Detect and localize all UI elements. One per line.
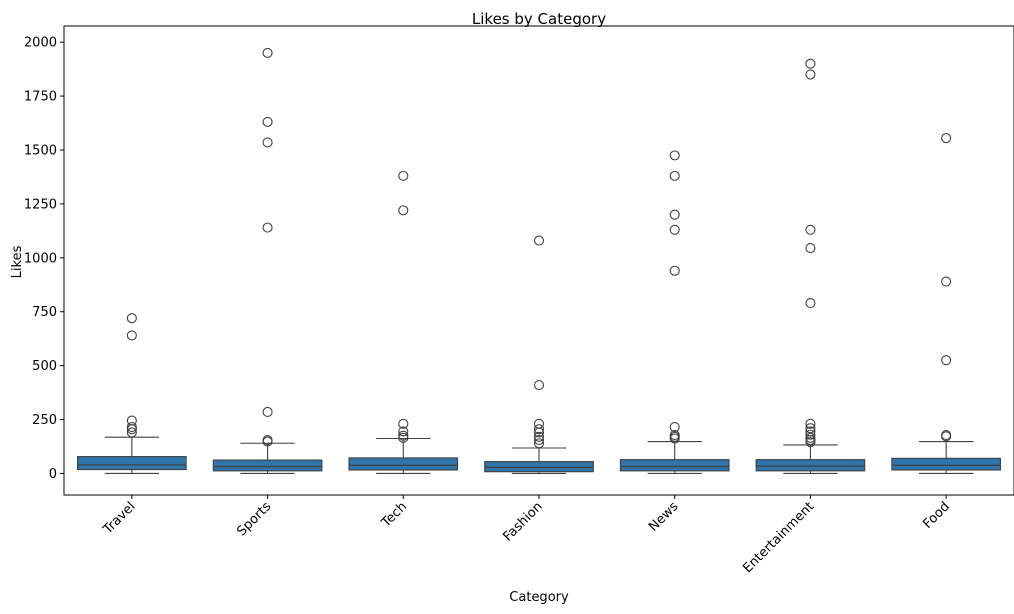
outlier-point	[669, 422, 680, 433]
outlier-point	[533, 431, 545, 442]
x-tick-label: Entertainment	[740, 499, 817, 576]
x-tick-label: Tech	[378, 499, 410, 531]
outlier-point	[126, 415, 137, 426]
outlier-point	[669, 170, 680, 181]
outlier-point	[398, 426, 409, 437]
outlier-point	[262, 137, 273, 148]
outlier-point	[398, 205, 409, 216]
outlier-point	[669, 209, 680, 220]
box-group-tech	[348, 170, 459, 474]
outlier-point	[805, 423, 816, 434]
x-tick-label: Sports	[234, 499, 274, 539]
y-tick-label: 2000	[24, 36, 57, 51]
iqr-box	[348, 457, 459, 471]
outlier-point	[533, 438, 545, 449]
outlier-point	[533, 418, 545, 429]
outlier-point	[805, 69, 816, 80]
outlier-point	[941, 276, 952, 287]
y-tick-label: 750	[32, 305, 57, 320]
outlier-point	[941, 430, 952, 441]
boxes-layer	[77, 47, 1001, 474]
outlier-point	[126, 330, 137, 341]
y-tick-label: 1000	[24, 251, 57, 266]
chart-title: Likes by Category	[472, 10, 606, 28]
iqr-box	[755, 459, 866, 472]
outlier-point	[398, 430, 409, 441]
box-group-fashion	[484, 235, 594, 474]
outlier-point	[805, 243, 816, 254]
iqr-box	[77, 456, 187, 471]
box-group-sports	[212, 47, 323, 474]
y-tick-label: 500	[32, 359, 57, 374]
outlier-point	[126, 422, 137, 433]
y-axis: 0 250 500 750 1000 1250 1500 1750 2000	[24, 36, 64, 482]
x-axis: Travel Sports Tech Fashion News Entertainment…	[100, 495, 953, 576]
x-tick-label: Travel	[100, 499, 139, 538]
y-tick-label: 1250	[24, 197, 57, 212]
box-group-travel	[77, 313, 187, 474]
y-axis-label: Likes	[10, 245, 25, 278]
box-group-food	[891, 133, 1001, 474]
iqr-box	[484, 461, 594, 473]
y-tick-label: 1750	[24, 90, 57, 105]
outlier-point	[805, 432, 816, 443]
box-group-entertainment	[755, 58, 866, 474]
outlier-point	[805, 298, 816, 309]
outlier-point	[126, 313, 137, 324]
outlier-point	[533, 434, 545, 446]
outlier-point	[669, 430, 680, 441]
outlier-point	[669, 224, 680, 235]
outlier-point	[805, 426, 816, 437]
outlier-point	[941, 133, 952, 144]
outlier-point	[398, 418, 409, 429]
box-group-news	[619, 150, 730, 474]
outlier-point	[262, 116, 273, 128]
outlier-point	[669, 150, 680, 161]
x-tick-label: Food	[920, 499, 953, 532]
outlier-point	[805, 224, 816, 235]
iqr-box	[212, 459, 323, 472]
outlier-point	[669, 265, 680, 276]
y-tick-label: 1500	[24, 143, 57, 158]
outlier-point	[805, 58, 816, 69]
outlier-point	[533, 424, 545, 435]
outlier-point	[805, 418, 816, 429]
outlier-point	[533, 235, 545, 246]
outlier-point	[533, 379, 545, 391]
x-axis-label: Category	[509, 590, 569, 605]
outlier-point	[262, 47, 273, 59]
outlier-point	[262, 406, 273, 418]
outlier-point	[398, 170, 409, 181]
outlier-point	[262, 222, 273, 233]
y-tick-label: 250	[32, 413, 57, 428]
outlier-point	[941, 355, 952, 366]
outlier-point	[126, 427, 137, 438]
iqr-box	[891, 457, 1001, 471]
outlier-point	[262, 434, 273, 446]
x-tick-label: News	[646, 499, 682, 535]
y-tick-label: 0	[49, 467, 57, 482]
iqr-box	[619, 459, 730, 472]
x-tick-label: Fashion	[501, 499, 546, 544]
outlier-point	[805, 434, 816, 446]
outlier-point	[805, 429, 816, 440]
